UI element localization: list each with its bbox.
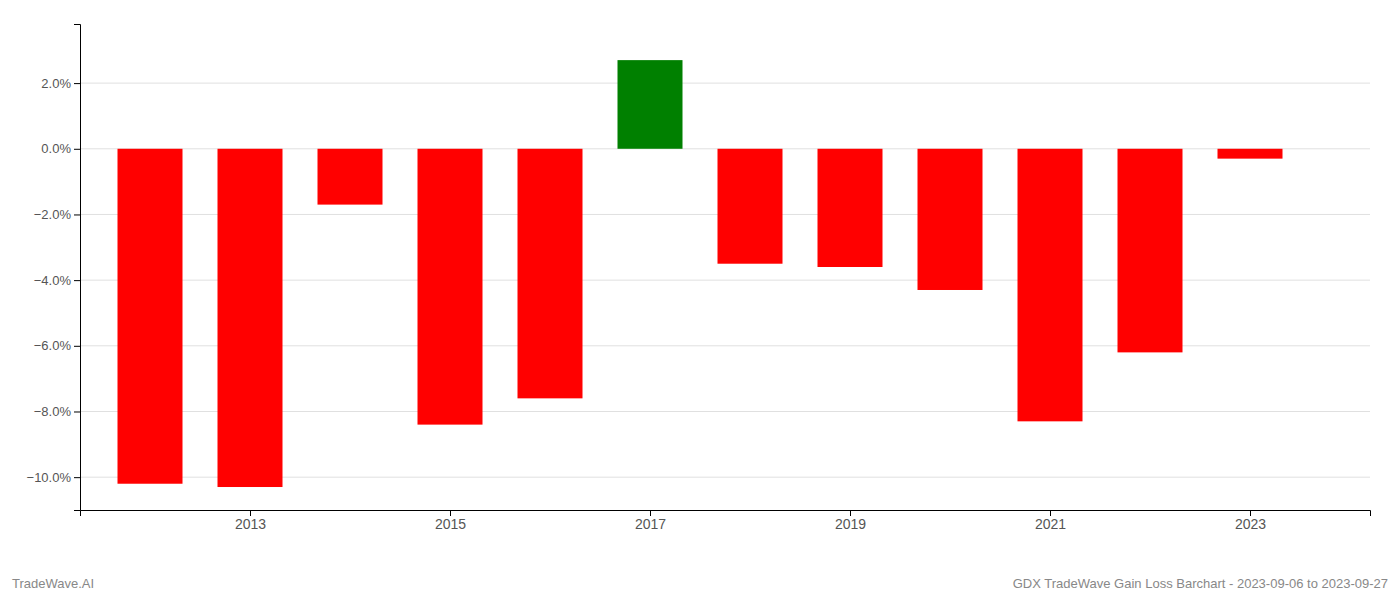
x-tick-label: 2023 <box>1235 516 1266 532</box>
y-tick-mark <box>74 477 80 478</box>
bar <box>1018 149 1083 422</box>
x-tick: 2021 <box>1035 510 1066 532</box>
y-tick-label: −2.0% <box>34 207 72 222</box>
y-tick-label: −8.0% <box>34 404 72 419</box>
y-tick: −6.0% <box>34 338 80 353</box>
x-tick: 2013 <box>235 510 266 532</box>
bar <box>718 149 783 264</box>
x-tick: 2017 <box>635 510 666 532</box>
y-tick-label: −10.0% <box>27 470 72 485</box>
footer-left: TradeWave.AI <box>12 576 94 591</box>
plot: 2013 2015 2017 2019 2021 2023 −10.0% −8.0% −6.0%… <box>27 25 1371 532</box>
y-tick: −10.0% <box>27 470 80 485</box>
y-tick-mark <box>74 149 80 150</box>
x-tick: 2023 <box>1235 510 1266 532</box>
y-tick-label: −6.0% <box>34 338 72 353</box>
y-tick-mark <box>74 346 80 347</box>
bar <box>1218 149 1283 159</box>
y-tick: −2.0% <box>34 207 80 222</box>
footer-right: GDX TradeWave Gain Loss Barchart - 2023-… <box>1013 576 1388 591</box>
x-tick-label: 2019 <box>835 516 866 532</box>
y-tick-mark <box>74 411 80 412</box>
x-tick-label: 2015 <box>435 516 466 532</box>
y-axis-line <box>74 25 81 511</box>
grid-line <box>80 83 1370 84</box>
x-axis-line <box>81 511 1371 517</box>
y-tick-mark <box>74 83 80 84</box>
bars <box>118 60 1283 487</box>
x-tick: 2019 <box>835 510 866 532</box>
bar <box>618 60 683 149</box>
bar <box>118 149 183 484</box>
bar <box>918 149 983 290</box>
y-tick-mark <box>74 214 80 215</box>
x-tick-label: 2013 <box>235 516 266 532</box>
x-tick: 2015 <box>435 510 466 532</box>
bar <box>318 149 383 205</box>
y-tick-label: −4.0% <box>34 273 72 288</box>
x-tick-label: 2017 <box>635 516 666 532</box>
y-tick-label: 0.0% <box>41 141 71 156</box>
bar <box>1118 149 1183 353</box>
bar <box>518 149 583 399</box>
y-tick: 0.0% <box>41 141 80 156</box>
y-tick-label: 2.0% <box>41 76 71 91</box>
chart: 2013 2015 2017 2019 2021 2023 −10.0% −8.0% −6.0%… <box>0 0 1400 600</box>
y-tick: −4.0% <box>34 273 80 288</box>
x-tick-label: 2021 <box>1035 516 1066 532</box>
bar <box>818 149 883 267</box>
x-axis: 2013 2015 2017 2019 2021 2023 <box>81 510 1371 532</box>
bar <box>218 149 283 487</box>
y-tick-mark <box>74 280 80 281</box>
bar <box>418 149 483 425</box>
y-axis: −10.0% −8.0% −6.0% −4.0% −2.0% 0.0% 2.0% <box>27 25 81 511</box>
y-tick: −8.0% <box>34 404 80 419</box>
y-tick: 2.0% <box>41 76 80 91</box>
